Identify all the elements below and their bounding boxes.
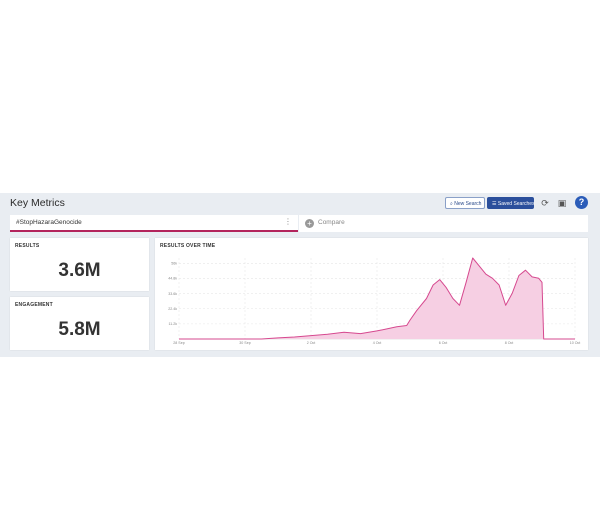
more-options-icon[interactable]: ⋮	[284, 217, 292, 226]
x-tick-label: 28 Sep	[173, 341, 184, 345]
tab-compare[interactable]: + Compare	[299, 215, 588, 232]
y-tick-label: 44.8k	[168, 277, 177, 281]
x-tick-label: 10 Oct	[570, 341, 581, 345]
search-icon: ⌕	[450, 201, 453, 207]
engagement-card: ENGAGEMENT 5.8M	[10, 297, 149, 350]
save-icon[interactable]: ▣	[557, 198, 567, 208]
y-tick-label: 11.2k	[168, 322, 177, 326]
add-icon: +	[305, 219, 314, 228]
results-over-time-chart: 28 Sep 30 Sep 2 Oct 4 Oct 6 Oct 8 Oct 10 Oct 11…	[168, 257, 581, 345]
compare-label: Compare	[318, 219, 345, 226]
help-icon[interactable]: ?	[575, 196, 588, 209]
saved-searches-button[interactable]: ☰ Saved Searches	[487, 197, 535, 209]
list-icon: ☰	[492, 201, 497, 207]
results-line	[179, 257, 575, 340]
x-tick-label: 8 Oct	[505, 341, 514, 345]
tab-search-query[interactable]: #StopHazaraGenocide ⋮	[10, 215, 298, 232]
x-tick-label: 30 Sep	[239, 341, 250, 345]
results-value: 3.6M	[58, 260, 101, 281]
results-area	[179, 258, 575, 339]
engagement-value: 5.8M	[58, 319, 101, 340]
engagement-label: ENGAGEMENT	[15, 302, 53, 308]
results-over-time-card: RESULTS OVER TIME 28 Sep 30 Sep 2 Oct 4 Oct…	[155, 238, 588, 350]
y-tick-label: 56k	[171, 262, 177, 266]
y-tick-label: 33.6k	[168, 292, 177, 296]
saved-searches-label: Saved Searches	[497, 201, 535, 207]
x-tick-label: 2 Oct	[307, 341, 316, 345]
refresh-icon[interactable]: ⟳	[541, 198, 549, 208]
x-tick-label: 4 Oct	[373, 341, 382, 345]
search-query-text: #StopHazaraGenocide	[16, 219, 82, 226]
page-title: Key Metrics	[10, 197, 65, 209]
new-search-button[interactable]: ⌕ New Search	[445, 197, 485, 209]
chart-title: RESULTS OVER TIME	[160, 243, 216, 249]
x-tick-label: 6 Oct	[439, 341, 448, 345]
results-card: RESULTS 3.6M	[10, 238, 149, 291]
new-search-label: New Search	[454, 201, 482, 207]
y-tick-label: 22.4k	[168, 307, 177, 311]
results-label: RESULTS	[15, 243, 40, 249]
